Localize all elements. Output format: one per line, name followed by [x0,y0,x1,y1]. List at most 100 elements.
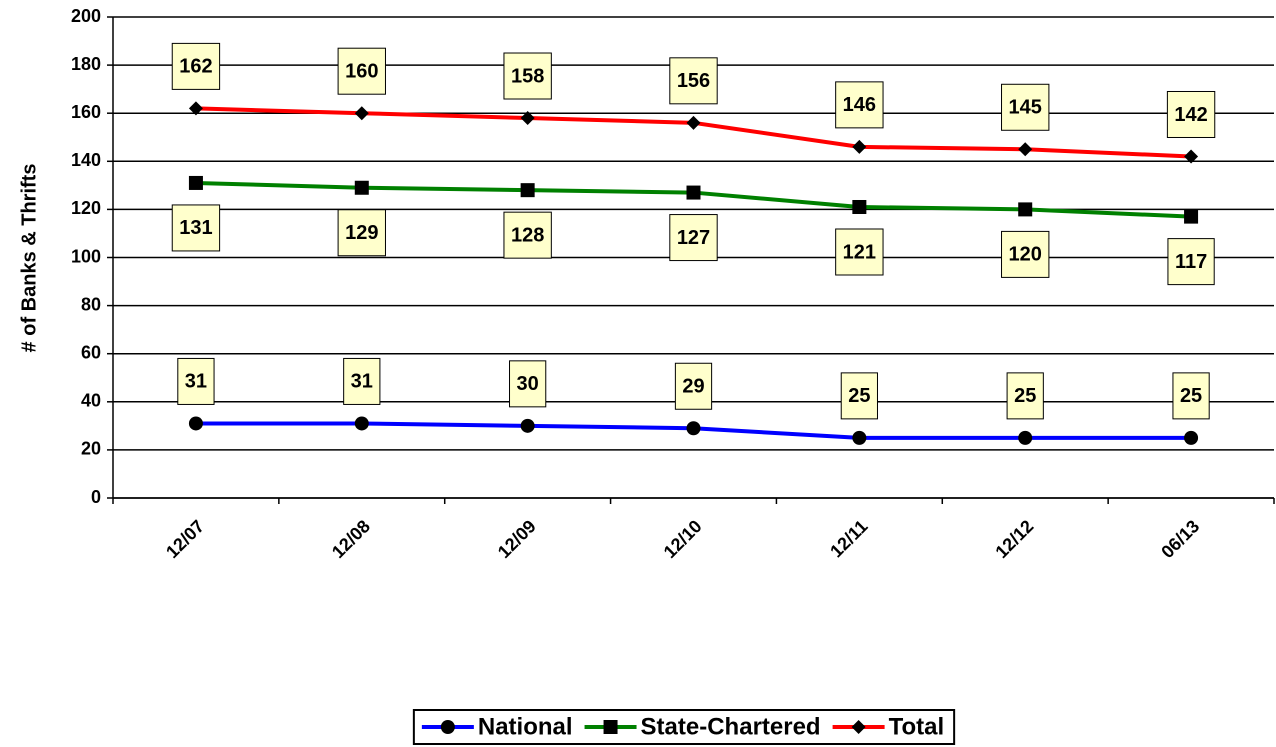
x-tick-label: 12/12 [991,516,1037,562]
data-label-text: 117 [1175,251,1207,273]
y-tick-label: 80 [81,294,101,314]
data-label-box [669,214,718,262]
data-label: 25 [1172,372,1210,420]
data-label-box [503,211,552,259]
data-label-box [509,360,547,408]
y-tick-label: 120 [71,198,101,218]
x-tick-label: 12/08 [328,516,374,562]
data-label: 31 [343,357,381,405]
data-label: 160 [337,47,386,95]
marker [354,180,369,195]
x-tick-label: 12/10 [660,516,706,562]
data-label-box [835,81,884,129]
marker [686,115,701,130]
data-label: 142 [1166,90,1216,138]
marker [852,199,867,214]
y-tick-label: 160 [71,102,101,122]
data-label-text: 25 [1180,385,1202,407]
data-label: 129 [337,209,386,257]
data-label-text: 25 [848,385,870,407]
data-label-text: 158 [511,65,544,87]
data-label-text: 30 [517,373,539,395]
legend: National State-Chartered Total [412,709,956,745]
data-label-box [674,362,713,410]
legend-item: Total [832,713,945,740]
data-label: 121 [835,228,884,276]
legend-box [412,709,956,745]
data-label-box [840,372,878,420]
y-tick-label: 40 [81,391,101,411]
marker [520,418,535,433]
data-label-box [171,204,221,252]
marker [188,175,203,190]
data-label-box [343,357,381,405]
data-label-box [1001,230,1050,278]
data-label-box [1001,83,1050,131]
legend-label: State-Chartered [641,713,821,740]
x-tick-label: 12/11 [826,516,871,561]
data-label-box [1006,372,1044,420]
marker [1184,149,1199,164]
data-label: 25 [1006,372,1044,420]
marker [852,430,867,445]
data-label-text: 156 [677,70,710,92]
marker [188,416,203,431]
data-label: 31 [177,357,215,405]
data-label-box [1172,372,1210,420]
y-tick-label: 140 [71,150,101,170]
data-label: 117 [1167,238,1215,286]
marker [1018,202,1033,217]
marker [1018,142,1033,157]
data-label-text: 29 [682,376,704,398]
y-tick-label: 20 [81,439,101,459]
data-label-text: 31 [351,371,373,393]
marker [520,183,535,198]
data-label-text: 160 [345,60,378,82]
x-tick-label: 06/13 [1157,516,1203,562]
marker [1184,209,1199,224]
data-label-text: 142 [1174,104,1207,126]
data-label-text: 131 [179,217,212,239]
data-label: 162 [171,42,221,90]
marker [520,111,535,126]
data-label: 127 [669,214,718,262]
data-label: 25 [840,372,878,420]
data-label-box [171,42,221,90]
marker [354,416,369,431]
y-tick-label: 0 [91,487,101,507]
data-label: 146 [835,81,884,129]
data-label: 131 [171,204,221,252]
data-label: 156 [669,57,718,105]
data-label-text: 31 [185,371,207,393]
marker [188,101,203,116]
data-label-box [503,52,552,100]
y-tick-label: 60 [81,342,101,362]
data-label-box [835,228,884,276]
data-label-text: 162 [179,56,212,78]
data-label-box [1166,90,1216,138]
marker [852,139,867,154]
data-label-text: 25 [1014,385,1036,407]
x-tick-label: 12/07 [162,516,208,562]
y-tick-label: 180 [71,54,101,74]
marker [1184,430,1199,445]
legend-marker [603,720,618,734]
legend-marker [440,720,455,734]
data-label: 145 [1001,83,1050,131]
data-label-text: 128 [511,224,544,246]
marker [686,185,701,200]
data-label: 29 [674,362,713,410]
marker [686,421,701,436]
x-tick-label: 12/09 [494,516,540,562]
data-label-box [337,209,386,257]
data-label: 158 [503,52,552,100]
marker [354,106,369,121]
legend-label: Total [889,713,945,740]
data-label-box [177,357,215,405]
legend-item: State-Chartered [584,713,821,740]
data-label-text: 121 [843,241,876,263]
data-label-text: 120 [1009,244,1042,266]
marker [1018,430,1033,445]
data-label-box [337,47,386,95]
